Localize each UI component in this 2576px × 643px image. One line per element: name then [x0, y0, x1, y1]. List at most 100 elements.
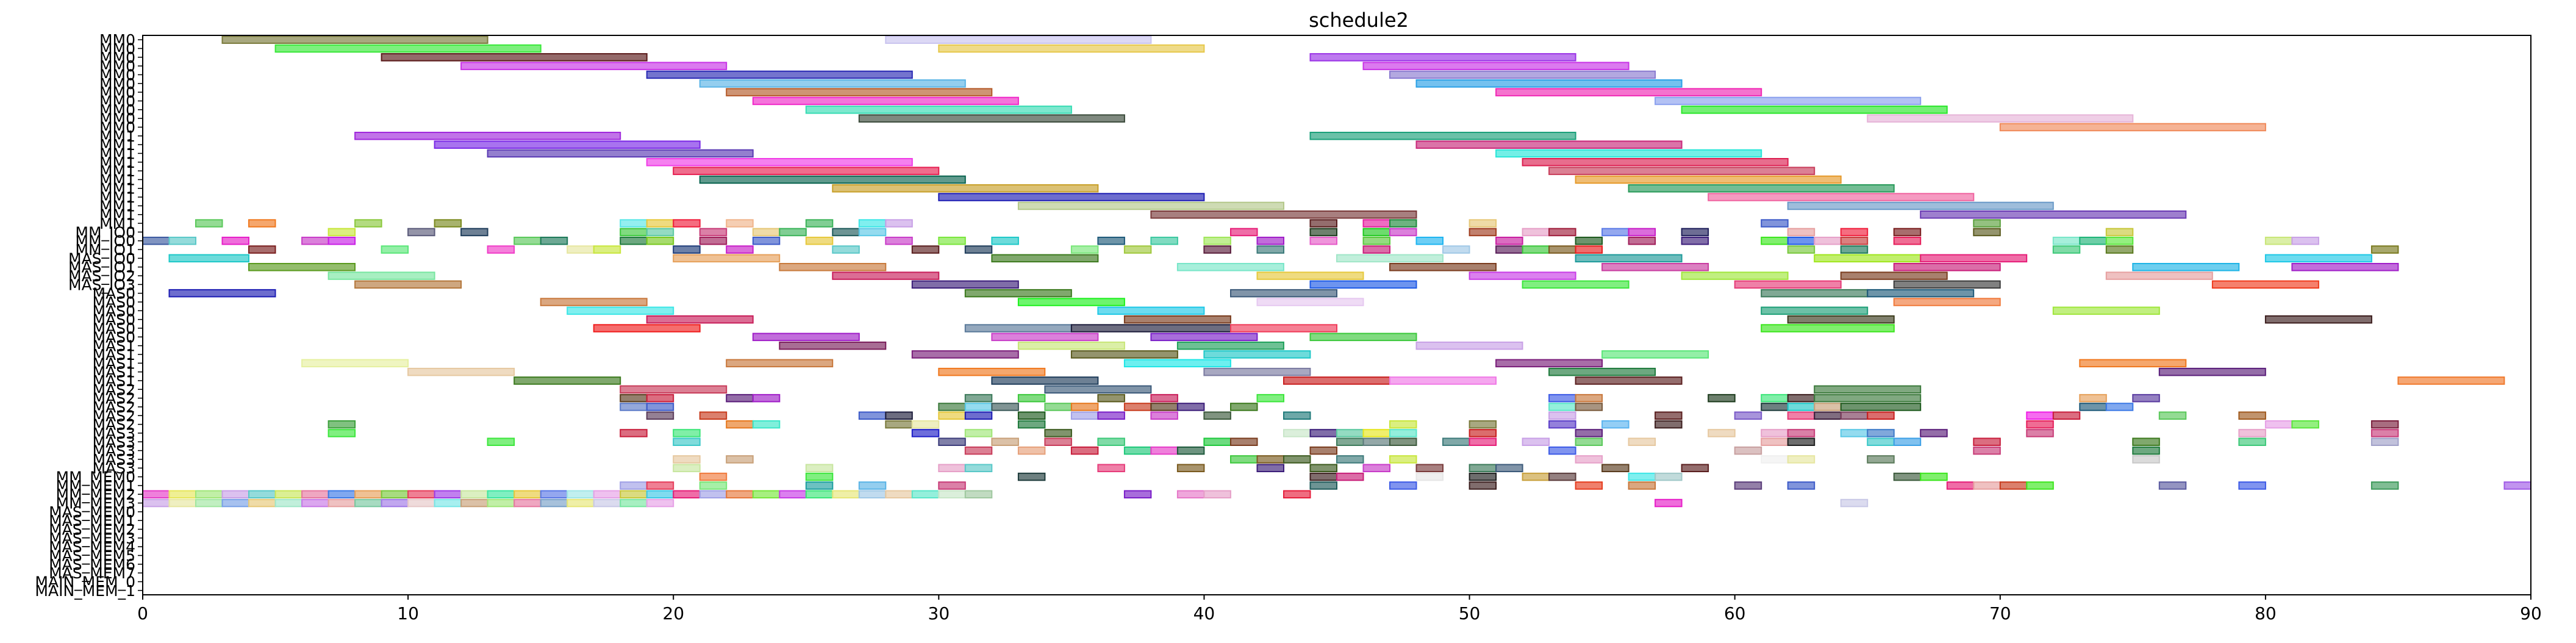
gantt-bar [248, 498, 276, 508]
gantt-bar [1761, 237, 1789, 245]
gantt-bar [991, 403, 1019, 411]
gantt-bar [1017, 472, 1046, 481]
gantt-bar [1840, 228, 1869, 237]
gantt-bar [2026, 411, 2054, 420]
x-tick-label: 30 [928, 603, 950, 623]
gantt-bar [1230, 455, 1258, 464]
gantt-bar [593, 498, 621, 508]
gantt-bar [1283, 411, 1311, 420]
gantt-bar [1681, 464, 1709, 472]
gantt-bar [911, 420, 940, 429]
y-tick-label: MAS3 [93, 442, 135, 460]
y-tick-label: MAS_MEM1 [49, 512, 135, 530]
gantt-bar [195, 219, 223, 228]
y-tick-label: MM1 [99, 197, 135, 215]
gantt-bar [991, 437, 1019, 446]
gantt-bar [805, 481, 834, 490]
x-tick-label: 70 [1989, 603, 2011, 623]
gantt-bar [1495, 359, 1603, 368]
gantt-bar [327, 429, 356, 437]
gantt-bar [805, 219, 834, 228]
gantt-bar [1548, 411, 1576, 420]
y-tick-label: MM1 [99, 154, 135, 171]
gantt-bar [2105, 403, 2134, 411]
y-tick-label: MM_MEM3 [56, 495, 135, 512]
gantt-bar [2158, 367, 2266, 376]
gantt-bar [832, 245, 860, 254]
gantt-bar [1814, 254, 1922, 263]
y-tick-label: MAS_MEM2 [49, 521, 135, 539]
gantt-bar [1999, 123, 2266, 132]
gantt-bar [1389, 376, 1497, 385]
gantt-bar [911, 429, 940, 437]
gantt-bar [1309, 332, 1417, 342]
gantt-bar [1469, 481, 1497, 490]
gantt-bar [752, 420, 781, 429]
gantt-bar [221, 490, 249, 498]
gantt-bar [354, 132, 621, 140]
gantt-bar [1097, 464, 1125, 472]
gantt-bar [2052, 237, 2081, 245]
x-tick-label: 20 [662, 603, 684, 623]
gantt-bar [407, 228, 435, 237]
gantt-bar [1044, 385, 1152, 394]
gantt-bar [1893, 237, 1922, 245]
gantt-bar [2052, 306, 2160, 315]
gantt-bar [1230, 403, 1258, 411]
gantt-bar [1256, 271, 1364, 280]
x-tick-label: 50 [1459, 603, 1481, 623]
gantt-bar [991, 237, 1019, 245]
gantt-bar [620, 498, 648, 508]
gantt-bar [1575, 376, 1683, 385]
gantt-bar [354, 280, 462, 289]
gantt-bar [2105, 245, 2134, 254]
y-tick-label: MAS_MEM4 [49, 538, 135, 556]
y-tick-label: MAS3 [93, 459, 135, 477]
gantt-bar [1309, 446, 1337, 455]
gantt-bar [1814, 411, 1842, 420]
y-tick-label: MAS_MEM3 [49, 530, 135, 547]
y-tick-label: MAS_MEM0 [49, 503, 135, 521]
gantt-bar [1256, 237, 1284, 245]
gantt-bar [1655, 498, 1683, 508]
gantt-bar [646, 228, 674, 237]
gantt-bar [620, 385, 728, 394]
gantt-bar [620, 228, 648, 237]
gantt-bar [2079, 393, 2107, 403]
gantt-bar [1123, 403, 1152, 411]
gantt-bar [1681, 237, 1709, 245]
gantt-bar [1840, 403, 1922, 411]
gantt-bar [2291, 237, 2319, 245]
gantt-bar [1283, 455, 1311, 464]
gantt-bar [1522, 437, 1550, 446]
gantt-bar [1761, 429, 1789, 437]
gantt-bar [1787, 228, 1816, 237]
gantt-bar [1840, 498, 1869, 508]
gantt-bar [1309, 280, 1417, 289]
gantt-bar [487, 437, 515, 446]
gantt-bar [1601, 263, 1709, 271]
gantt-bar [142, 237, 170, 245]
gantt-bar [1309, 481, 1337, 490]
gantt-bar [1203, 367, 1311, 376]
gantt-bar [779, 341, 887, 350]
gantt-bar [779, 490, 807, 498]
y-tick-label: MM_MEM2 [56, 486, 135, 503]
gantt-bar [1230, 437, 1258, 446]
gantt-bar [1575, 393, 1603, 403]
gantt-bar [1017, 420, 1046, 429]
gantt-bar [699, 472, 728, 481]
gantt-bar [301, 359, 409, 368]
y-tick-label: MAS0 [93, 285, 135, 303]
gantt-bar [646, 219, 674, 228]
gantt-bar [1628, 184, 1895, 193]
gantt-bar [673, 167, 940, 175]
gantt-bar [1708, 429, 1736, 437]
gantt-bar [1973, 228, 2001, 237]
gantt-bar [142, 490, 170, 498]
gantt-bar [1176, 403, 1205, 411]
gantt-bar [805, 464, 834, 472]
gantt-bar [1495, 88, 1762, 96]
gantt-bar [964, 464, 993, 472]
gantt-bar [1442, 245, 1470, 254]
